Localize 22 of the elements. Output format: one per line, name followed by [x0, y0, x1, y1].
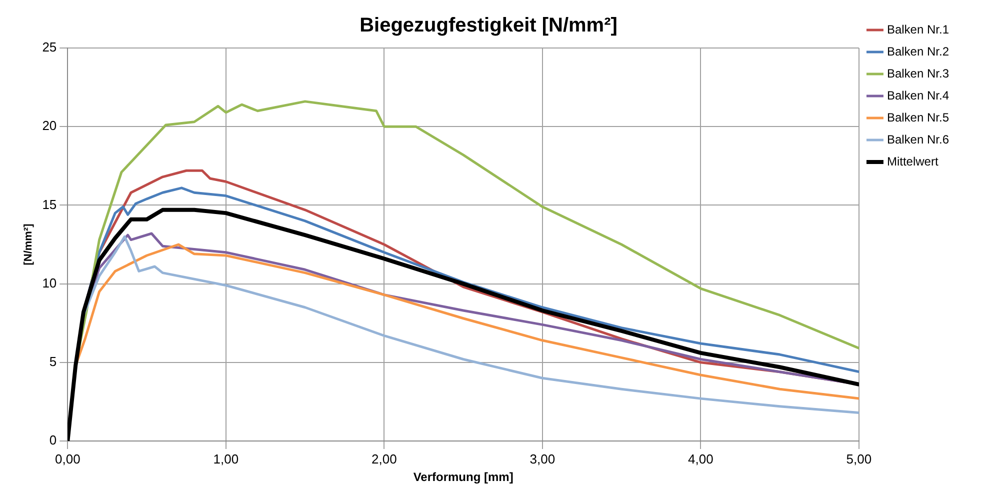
legend-label: Mittelwert	[886, 154, 939, 168]
legend-label: Balken Nr.3	[886, 66, 950, 80]
legend-label: Balken Nr.4	[886, 88, 950, 102]
y-tick-label: 10	[42, 275, 57, 290]
chart-title: Biegezugfestigkeit [N/mm²]	[360, 14, 618, 37]
legend-label: Balken Nr.2	[886, 44, 950, 58]
x-axis-title: Verformung [mm]	[413, 470, 514, 484]
y-axis-title: [N/mm²]	[22, 223, 35, 266]
legend-label: Balken Nr.1	[886, 22, 950, 36]
y-tick-label: 20	[42, 118, 57, 134]
x-tick-label: 3,00	[530, 451, 556, 466]
y-tick-label: 15	[42, 196, 57, 212]
legend-label: Balken Nr.6	[886, 132, 950, 146]
y-tick-label: 0	[49, 432, 57, 448]
x-tick-label: 1,00	[213, 451, 239, 466]
legend-label: Balken Nr.5	[886, 110, 950, 124]
y-tick-label: 25	[42, 40, 57, 55]
x-tick-label: 0,00	[55, 451, 80, 466]
x-tick-label: 2,00	[372, 451, 397, 466]
x-tick-label: 5,00	[846, 451, 872, 466]
x-tick-label: 4,00	[688, 451, 714, 466]
y-tick-label: 5	[49, 354, 57, 369]
